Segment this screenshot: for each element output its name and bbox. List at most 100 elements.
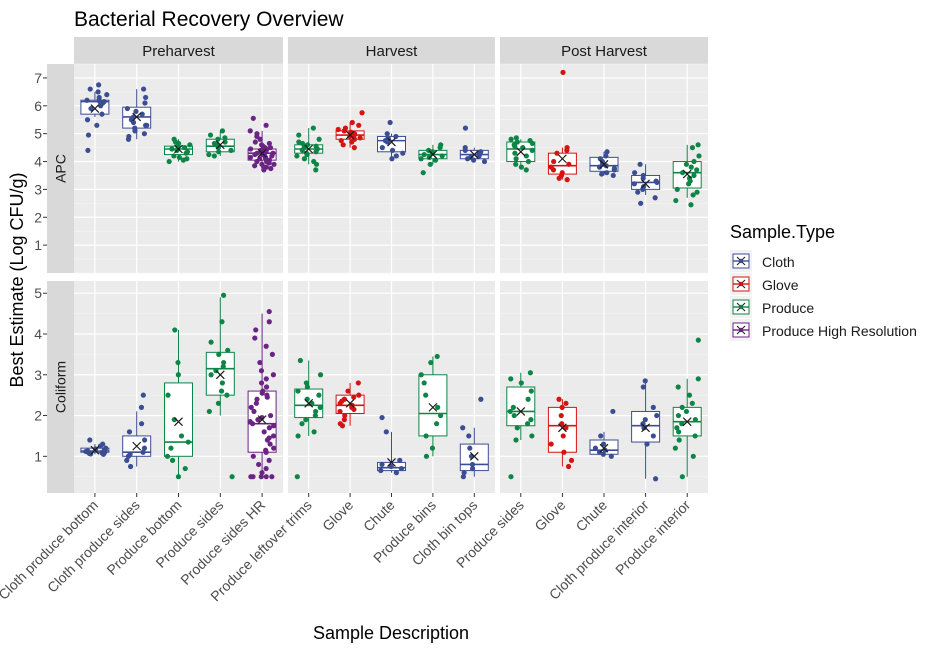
legend-label: Produce High Resolution: [762, 323, 917, 339]
facet-row-label: APC: [53, 154, 69, 183]
data-point: [359, 110, 365, 116]
legend-label: Glove: [762, 277, 799, 293]
data-point: [125, 453, 132, 459]
mean-marker: [682, 169, 692, 179]
y-tick-label: 3: [34, 367, 42, 383]
data-point: [263, 376, 269, 382]
data-point: [258, 380, 265, 386]
data-point: [598, 433, 604, 439]
data-point: [688, 202, 694, 208]
data-point: [695, 142, 701, 148]
data-point: [171, 153, 177, 159]
box-1: [122, 86, 152, 142]
data-point: [252, 163, 258, 169]
data-point: [610, 408, 616, 415]
data-point: [164, 453, 171, 459]
data-point: [384, 131, 390, 137]
mean-marker: [682, 417, 692, 427]
mean-marker: [599, 443, 609, 453]
data-point: [263, 384, 270, 390]
data-point: [610, 172, 616, 179]
data-point: [140, 392, 146, 398]
data-point: [393, 133, 399, 140]
data-point: [423, 392, 429, 398]
data-point: [527, 370, 533, 376]
data-point: [216, 351, 222, 357]
data-point: [266, 308, 272, 315]
box-3: [205, 128, 235, 159]
data-point: [389, 147, 396, 153]
data-point: [304, 151, 310, 158]
data-point: [271, 423, 277, 429]
data-point: [679, 474, 685, 480]
data-point: [355, 380, 361, 386]
mean-marker: [304, 144, 314, 154]
data-point: [525, 158, 532, 165]
facet-strip-1: [288, 37, 495, 64]
box-28: [631, 378, 661, 482]
data-point: [561, 449, 567, 455]
data-point: [686, 181, 692, 187]
box-19: [247, 308, 277, 480]
data-point: [429, 445, 436, 451]
data-point: [635, 189, 641, 195]
data-point: [349, 139, 355, 145]
data-point: [556, 396, 562, 402]
data-point: [87, 437, 93, 443]
data-point: [313, 408, 319, 415]
data-point: [98, 103, 104, 109]
data-point: [180, 157, 186, 163]
data-point: [169, 146, 175, 152]
box-24: [459, 396, 489, 480]
data-point: [400, 150, 406, 156]
box-11: [547, 69, 577, 183]
data-point: [640, 421, 646, 427]
data-point: [550, 167, 557, 173]
y-tick-label: 6: [34, 98, 42, 114]
data-point: [125, 136, 132, 142]
mean-marker: [387, 457, 396, 467]
data-point: [512, 150, 518, 156]
data-point: [141, 86, 147, 92]
data-point: [211, 153, 217, 159]
data-point: [220, 292, 227, 298]
data-point: [313, 149, 319, 155]
data-point: [271, 445, 277, 451]
data-point: [379, 461, 385, 468]
data-point: [88, 105, 94, 112]
data-point: [269, 351, 275, 357]
data-point: [261, 429, 267, 435]
x-tick-label: Chute: [360, 497, 398, 535]
box-20: [294, 357, 324, 480]
data-point: [523, 167, 529, 173]
mean-marker: [641, 179, 651, 189]
data-point: [674, 186, 680, 192]
data-point: [254, 396, 260, 402]
mean-marker: [387, 137, 396, 147]
data-point: [342, 412, 348, 419]
box-0: [80, 82, 110, 153]
mean-marker: [599, 159, 609, 169]
data-point: [434, 353, 440, 360]
data-point: [252, 151, 258, 158]
data-point: [316, 136, 322, 142]
data-point: [216, 149, 222, 155]
data-point: [312, 412, 318, 419]
box-16: [122, 392, 152, 470]
data-point: [259, 390, 265, 396]
y-tick-label: 5: [34, 126, 42, 142]
data-point: [387, 119, 393, 126]
data-point: [471, 157, 477, 163]
data-point: [427, 161, 433, 167]
data-point: [206, 408, 212, 415]
mean-marker: [469, 451, 479, 461]
mean-marker: [428, 402, 438, 412]
data-point: [222, 135, 228, 141]
y-tick-label: 1: [34, 448, 42, 464]
data-point: [253, 400, 259, 406]
data-point: [208, 339, 214, 345]
data-point: [96, 82, 102, 88]
data-point: [338, 138, 344, 144]
data-point: [426, 154, 432, 160]
data-point: [508, 136, 514, 142]
